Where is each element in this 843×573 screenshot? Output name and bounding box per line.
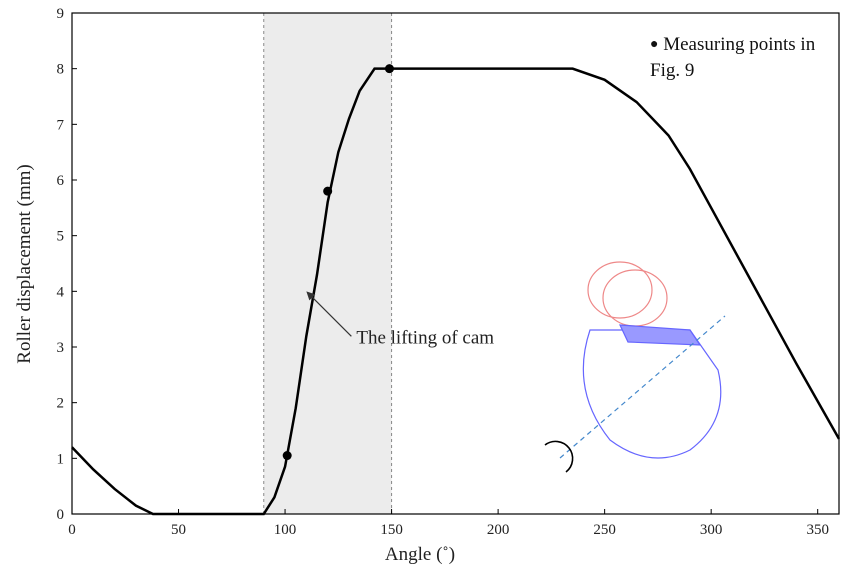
y-tick-label: 2 [57, 396, 65, 412]
x-tick-label: 50 [171, 522, 186, 538]
shaded-region [263, 13, 392, 514]
x-tick-label: 200 [487, 522, 510, 538]
roller [587, 261, 653, 319]
annotation-text: The lifting of cam [356, 327, 494, 348]
legend-label: Measuring points in Fig. 9 [650, 34, 816, 81]
x-tick-label: 300 [700, 522, 723, 538]
y-tick-label: 9 [57, 6, 65, 22]
y-tick-label: 5 [57, 229, 65, 245]
measuring-point [323, 186, 333, 196]
measuring-point [282, 451, 292, 461]
measuring-point [384, 64, 394, 74]
y-tick-label: 6 [57, 173, 65, 189]
x-tick-label: 100 [274, 522, 297, 538]
annotation-arrow [308, 293, 352, 337]
cam [582, 329, 722, 459]
y-tick-label: 0 [57, 507, 65, 523]
legend: ● Measuring points in Fig. 9 [650, 34, 816, 81]
x-tick-label: 150 [380, 522, 403, 538]
x-tick-label: 250 [593, 522, 616, 538]
plot-frame [71, 12, 840, 515]
x-tick-label: 350 [806, 522, 829, 538]
y-axis-label: Roller displacement (mm) [14, 164, 35, 363]
y-tick-label: 4 [57, 284, 65, 300]
y-tick-label: 3 [57, 340, 65, 356]
x-axis-label: Angle (˚) [385, 544, 455, 565]
rotation-arrow [544, 440, 574, 473]
roller [602, 269, 668, 327]
axis-line [559, 315, 726, 459]
annotation-arrowhead [306, 291, 316, 301]
cam-top [619, 324, 702, 346]
line [71, 67, 841, 516]
y-tick-label: 7 [57, 117, 65, 133]
cam-illustration [544, 261, 726, 473]
x-tick-label: 0 [68, 522, 76, 538]
y-tick-label: 1 [57, 451, 65, 467]
y-tick-label: 8 [57, 62, 65, 78]
